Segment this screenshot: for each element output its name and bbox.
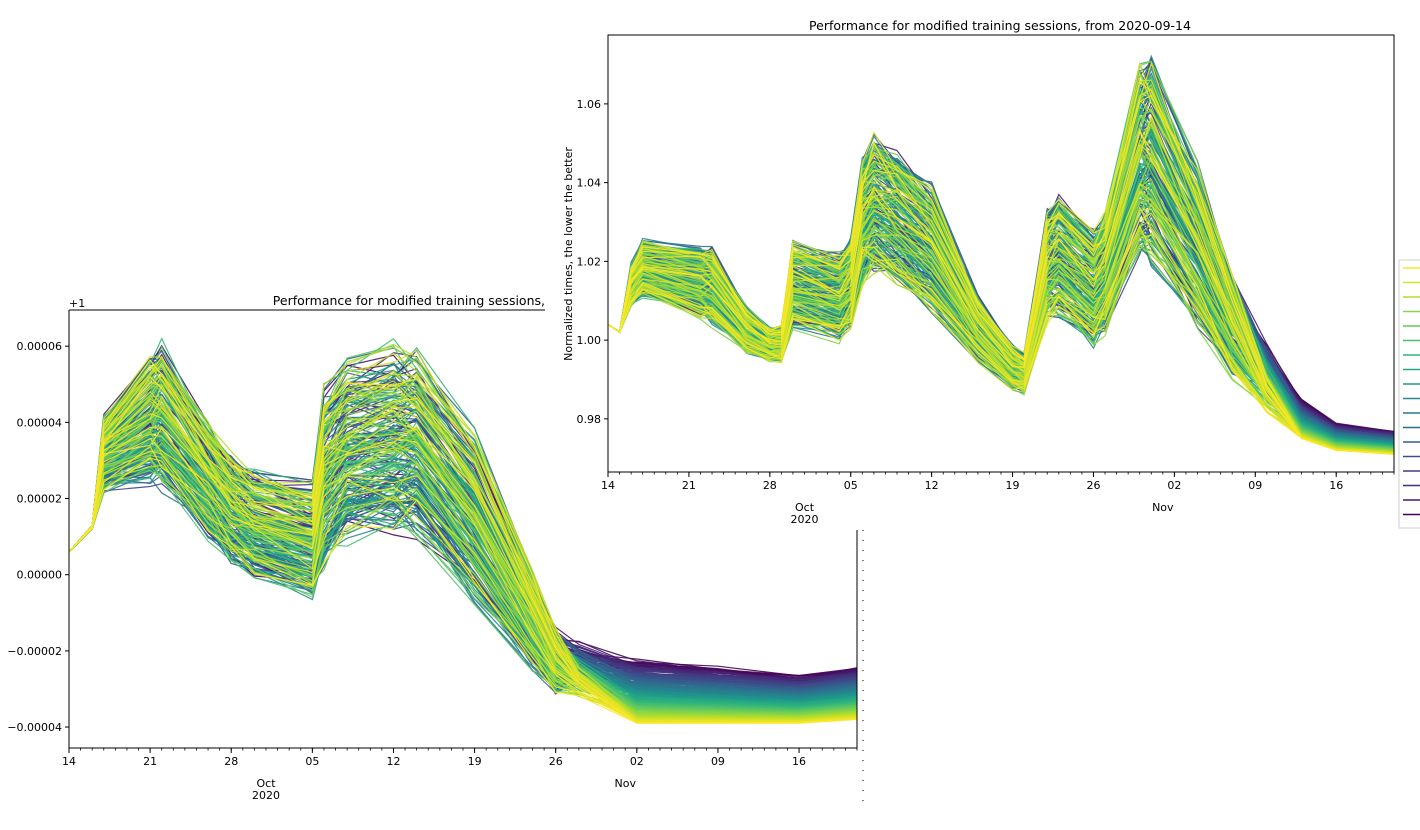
chart-1-title: Performance for modified training sessio… bbox=[273, 293, 545, 308]
chart-2-series-line bbox=[608, 60, 1394, 454]
chart-2-series-line bbox=[608, 224, 1394, 455]
chart-1-xtick-label: 19 bbox=[468, 755, 482, 768]
chart-2-ticks: 1.06 1.04 1.02 1.00 0.98 14 21 28 05 12 19 26 02 09 16… bbox=[577, 98, 1395, 526]
chart-2-series-line bbox=[608, 143, 1394, 454]
chart-2-xtick-label: 26 bbox=[1086, 479, 1100, 492]
chart-1-xtick-label: 26 bbox=[549, 755, 563, 768]
chart-2-ytick-label: 1.00 bbox=[577, 334, 602, 347]
chart-2-xtick-label: 09 bbox=[1248, 479, 1262, 492]
chart-2-ylabel: Normalized times, the lower the better bbox=[562, 147, 575, 361]
chart-2-xtick-label: 05 bbox=[844, 479, 858, 492]
chart-2-ytick-label: 0.98 bbox=[577, 413, 602, 426]
chart-1-xtick-label: 16 bbox=[792, 755, 806, 768]
chart-2-ytick-label: 1.02 bbox=[577, 255, 602, 268]
chart-2-ytick-label: 1.06 bbox=[577, 98, 602, 111]
chart-2-series-line bbox=[608, 183, 1394, 454]
chart-1-year-label: 2020 bbox=[252, 789, 280, 802]
chart-2: 1.06 1.04 1.02 1.00 0.98 14 21 28 05 12 19 26 02 09 16… bbox=[555, 0, 1420, 530]
chart-1-series-line bbox=[69, 418, 857, 712]
chart-2-xtick-label: 21 bbox=[682, 479, 696, 492]
chart-1-series-line bbox=[69, 359, 857, 724]
chart-2-series-line bbox=[608, 205, 1394, 454]
chart-2-month-label: Nov bbox=[1152, 501, 1174, 514]
chart-1-xtick-label: 05 bbox=[305, 755, 319, 768]
chart-1-ytick-label: 0.00006 bbox=[17, 340, 63, 353]
chart-1-ytick-label: 0.00000 bbox=[17, 569, 63, 582]
chart-1-ytick-label: 0.00004 bbox=[17, 416, 63, 429]
chart-1-series-line bbox=[69, 445, 857, 724]
chart-2-series-line bbox=[608, 94, 1394, 455]
chart-2-series-line bbox=[608, 208, 1394, 454]
chart-1-month-label: Oct bbox=[256, 777, 276, 790]
chart-2-series-line bbox=[608, 190, 1394, 454]
chart-1-series-line bbox=[69, 457, 857, 724]
chart-2-series-group bbox=[608, 54, 1394, 455]
chart-2-xtick-label: 14 bbox=[601, 479, 615, 492]
chart-1-series-line bbox=[69, 373, 857, 722]
chart-1-ytick-label: −0.00004 bbox=[7, 721, 62, 734]
chart-2-series-line bbox=[608, 127, 1394, 455]
chart-2-xtick-label: 12 bbox=[925, 479, 939, 492]
chart-1-series-line bbox=[69, 349, 857, 685]
chart-2-series-line bbox=[608, 60, 1394, 451]
chart-2-legend bbox=[1398, 259, 1420, 529]
chart-2-xtick-label: 19 bbox=[1006, 479, 1020, 492]
chart-1-xtick-label: 12 bbox=[386, 755, 400, 768]
chart-2-ytick-label: 1.04 bbox=[577, 177, 602, 190]
chart-2-series-line bbox=[608, 61, 1394, 455]
chart-1-series-line bbox=[69, 345, 857, 711]
chart-1-series-line bbox=[69, 364, 857, 723]
chart-2-series-line bbox=[608, 234, 1394, 454]
chart-1-offset-label: +1 bbox=[69, 297, 85, 310]
chart-1-xtick-label: 09 bbox=[711, 755, 725, 768]
chart-1-series-line bbox=[69, 427, 857, 723]
chart-2-month-label: Oct bbox=[795, 501, 815, 514]
chart-2-legend-box bbox=[1398, 259, 1420, 529]
chart-2-series-line bbox=[608, 114, 1394, 455]
chart-2-series-line bbox=[608, 71, 1394, 454]
chart-1-ytick-label: −0.00002 bbox=[7, 645, 62, 658]
chart-2-series-line bbox=[608, 81, 1394, 455]
chart-1-month-label: Nov bbox=[615, 777, 637, 790]
chart-2-year-label: 2020 bbox=[791, 513, 819, 526]
chart-2-series-line bbox=[608, 130, 1394, 455]
chart-1-ytick-label: 0.00002 bbox=[17, 493, 63, 506]
chart-2-xtick-label: 28 bbox=[763, 479, 777, 492]
chart-2-xtick-label: 16 bbox=[1329, 479, 1343, 492]
chart-1-xtick-label: 28 bbox=[224, 755, 238, 768]
chart-2-xtick-label: 02 bbox=[1167, 479, 1181, 492]
chart-1-xtick-label: 02 bbox=[630, 755, 644, 768]
chart-1-xtick-label: 14 bbox=[62, 755, 76, 768]
chart-2-series-line bbox=[608, 212, 1394, 455]
chart-2-series-line bbox=[608, 93, 1394, 451]
chart-1-series-line bbox=[69, 355, 857, 722]
chart-2-title: Performance for modified training sessio… bbox=[809, 18, 1191, 33]
chart-1-series-group bbox=[69, 337, 857, 724]
chart-1-series-line bbox=[69, 376, 857, 724]
chart-1-ticks: 0.00006 0.00004 0.00002 0.00000 −0.00002 −0.0… bbox=[7, 340, 858, 802]
chart-1-xtick-label: 21 bbox=[143, 755, 157, 768]
